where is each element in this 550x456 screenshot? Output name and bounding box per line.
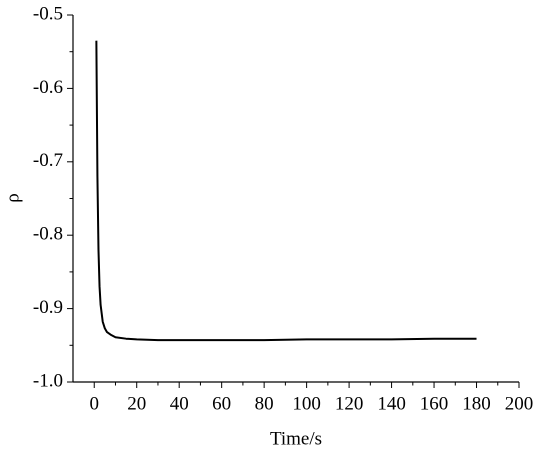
x-tick-label: 40 [170, 393, 189, 414]
x-tick-label: 120 [335, 393, 364, 414]
x-tick-label: 20 [127, 393, 146, 414]
x-tick-label: 140 [377, 393, 406, 414]
x-tick-label: 0 [89, 393, 99, 414]
x-tick-label: 180 [462, 393, 491, 414]
x-tick-label: 200 [505, 393, 534, 414]
x-tick-label: 60 [212, 393, 231, 414]
y-tick-label: -0.9 [33, 297, 63, 318]
y-tick-label: -0.5 [33, 3, 63, 24]
x-tick-label: 100 [292, 393, 321, 414]
y-tick-label: -1.0 [33, 370, 63, 391]
x-tick-label: 80 [255, 393, 274, 414]
y-axis-label: ρ [2, 193, 23, 202]
y-tick-label: -0.6 [33, 77, 63, 98]
line-series [95, 40, 477, 342]
y-tick-label: -0.7 [33, 150, 63, 171]
y-tick-label: -0.8 [33, 224, 63, 245]
x-axis-label: Time/s [270, 428, 322, 449]
x-tick-label: 160 [420, 393, 449, 414]
